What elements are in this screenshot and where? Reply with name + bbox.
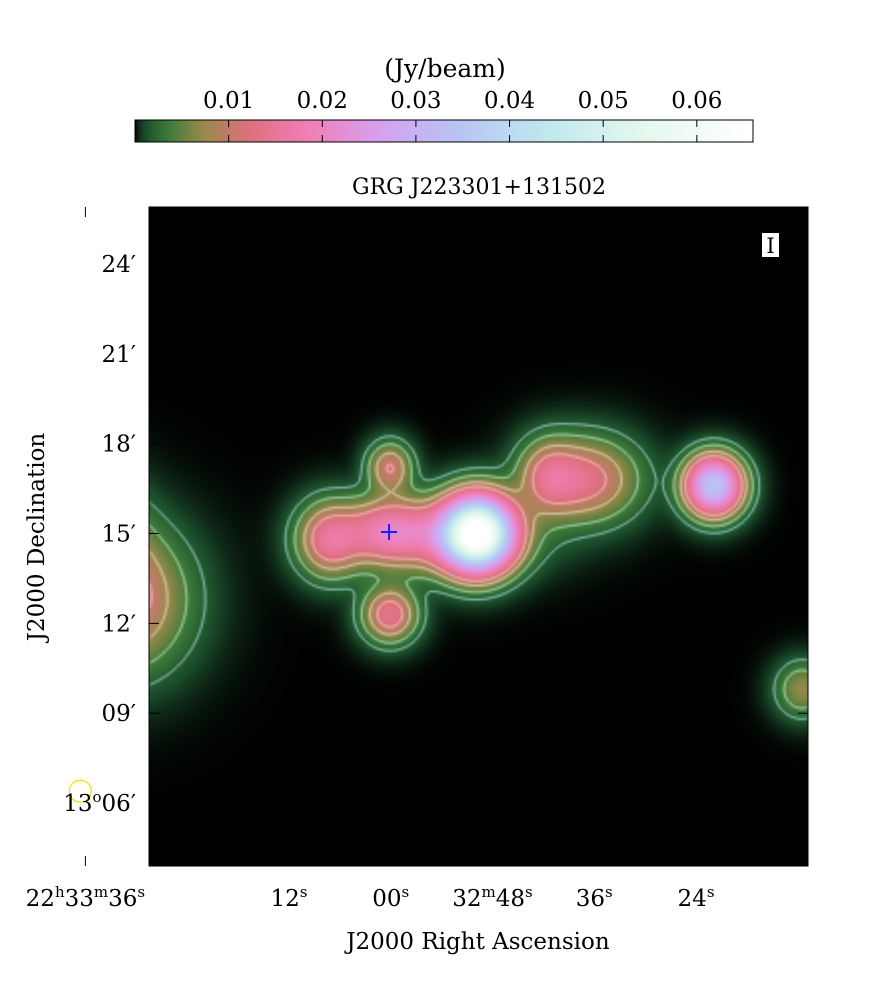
x-tick-label: 00s [372, 883, 409, 912]
x-tick-label: 12s [270, 883, 307, 912]
x-tick-labels: 22h33m36s 12s 00s 32m48s 36s 24s [26, 883, 715, 912]
y-tick-label: 24′ [102, 252, 137, 278]
x-tick-label: 36s [576, 883, 613, 912]
y-tick-labels: 13o06′ 09′ 12′ 15′ 18′ 21′ 24′ [63, 252, 136, 817]
stokes-label: I [766, 234, 774, 258]
beam-ellipse [68, 779, 92, 803]
x-axis-title: J2000 Right Ascension [344, 929, 610, 955]
colorbar: (Jy/beam) 0.01 0.02 0.03 0.04 0.05 0.06 [134, 54, 754, 143]
colorbar-tick-label: 0.03 [390, 88, 441, 114]
plot-frame [148, 206, 809, 867]
colorbar-tick-label: 0.02 [297, 88, 348, 114]
x-tick-label: 24s [678, 883, 715, 912]
colorbar-tick-label: 0.04 [484, 88, 535, 114]
colorbar-frame [134, 119, 754, 143]
colorbar-tick-label: 0.06 [671, 88, 722, 114]
y-tick-label: 12′ [102, 611, 137, 637]
y-tick-label: 09′ [102, 701, 137, 727]
x-tick-label: 22h33m36s [26, 883, 145, 912]
colorbar-tick-labels: 0.01 0.02 0.03 0.04 0.05 0.06 [203, 88, 722, 114]
chart-title: GRG J223301+131502 [352, 175, 606, 200]
y-tick-label: 21′ [102, 342, 137, 368]
colorbar-tick-label: 0.05 [578, 88, 629, 114]
map-overlay [68, 524, 398, 803]
colorbar-tick-label: 0.01 [203, 88, 254, 114]
y-axis-title: J2000 Declination [24, 433, 50, 644]
intensity-map [149, 207, 808, 866]
x-tick-label: 32m48s [452, 883, 533, 912]
y-tick-label: 15′ [102, 522, 137, 548]
y-tick-label: 13o06′ [63, 788, 136, 817]
colorbar-gradient [135, 120, 753, 142]
y-tick-label: 18′ [102, 432, 137, 458]
stokes-badge [762, 233, 779, 257]
colorbar-ticks [228, 120, 698, 142]
axis-ticks [84, 207, 808, 866]
colorbar-label: (Jy/beam) [384, 54, 505, 83]
